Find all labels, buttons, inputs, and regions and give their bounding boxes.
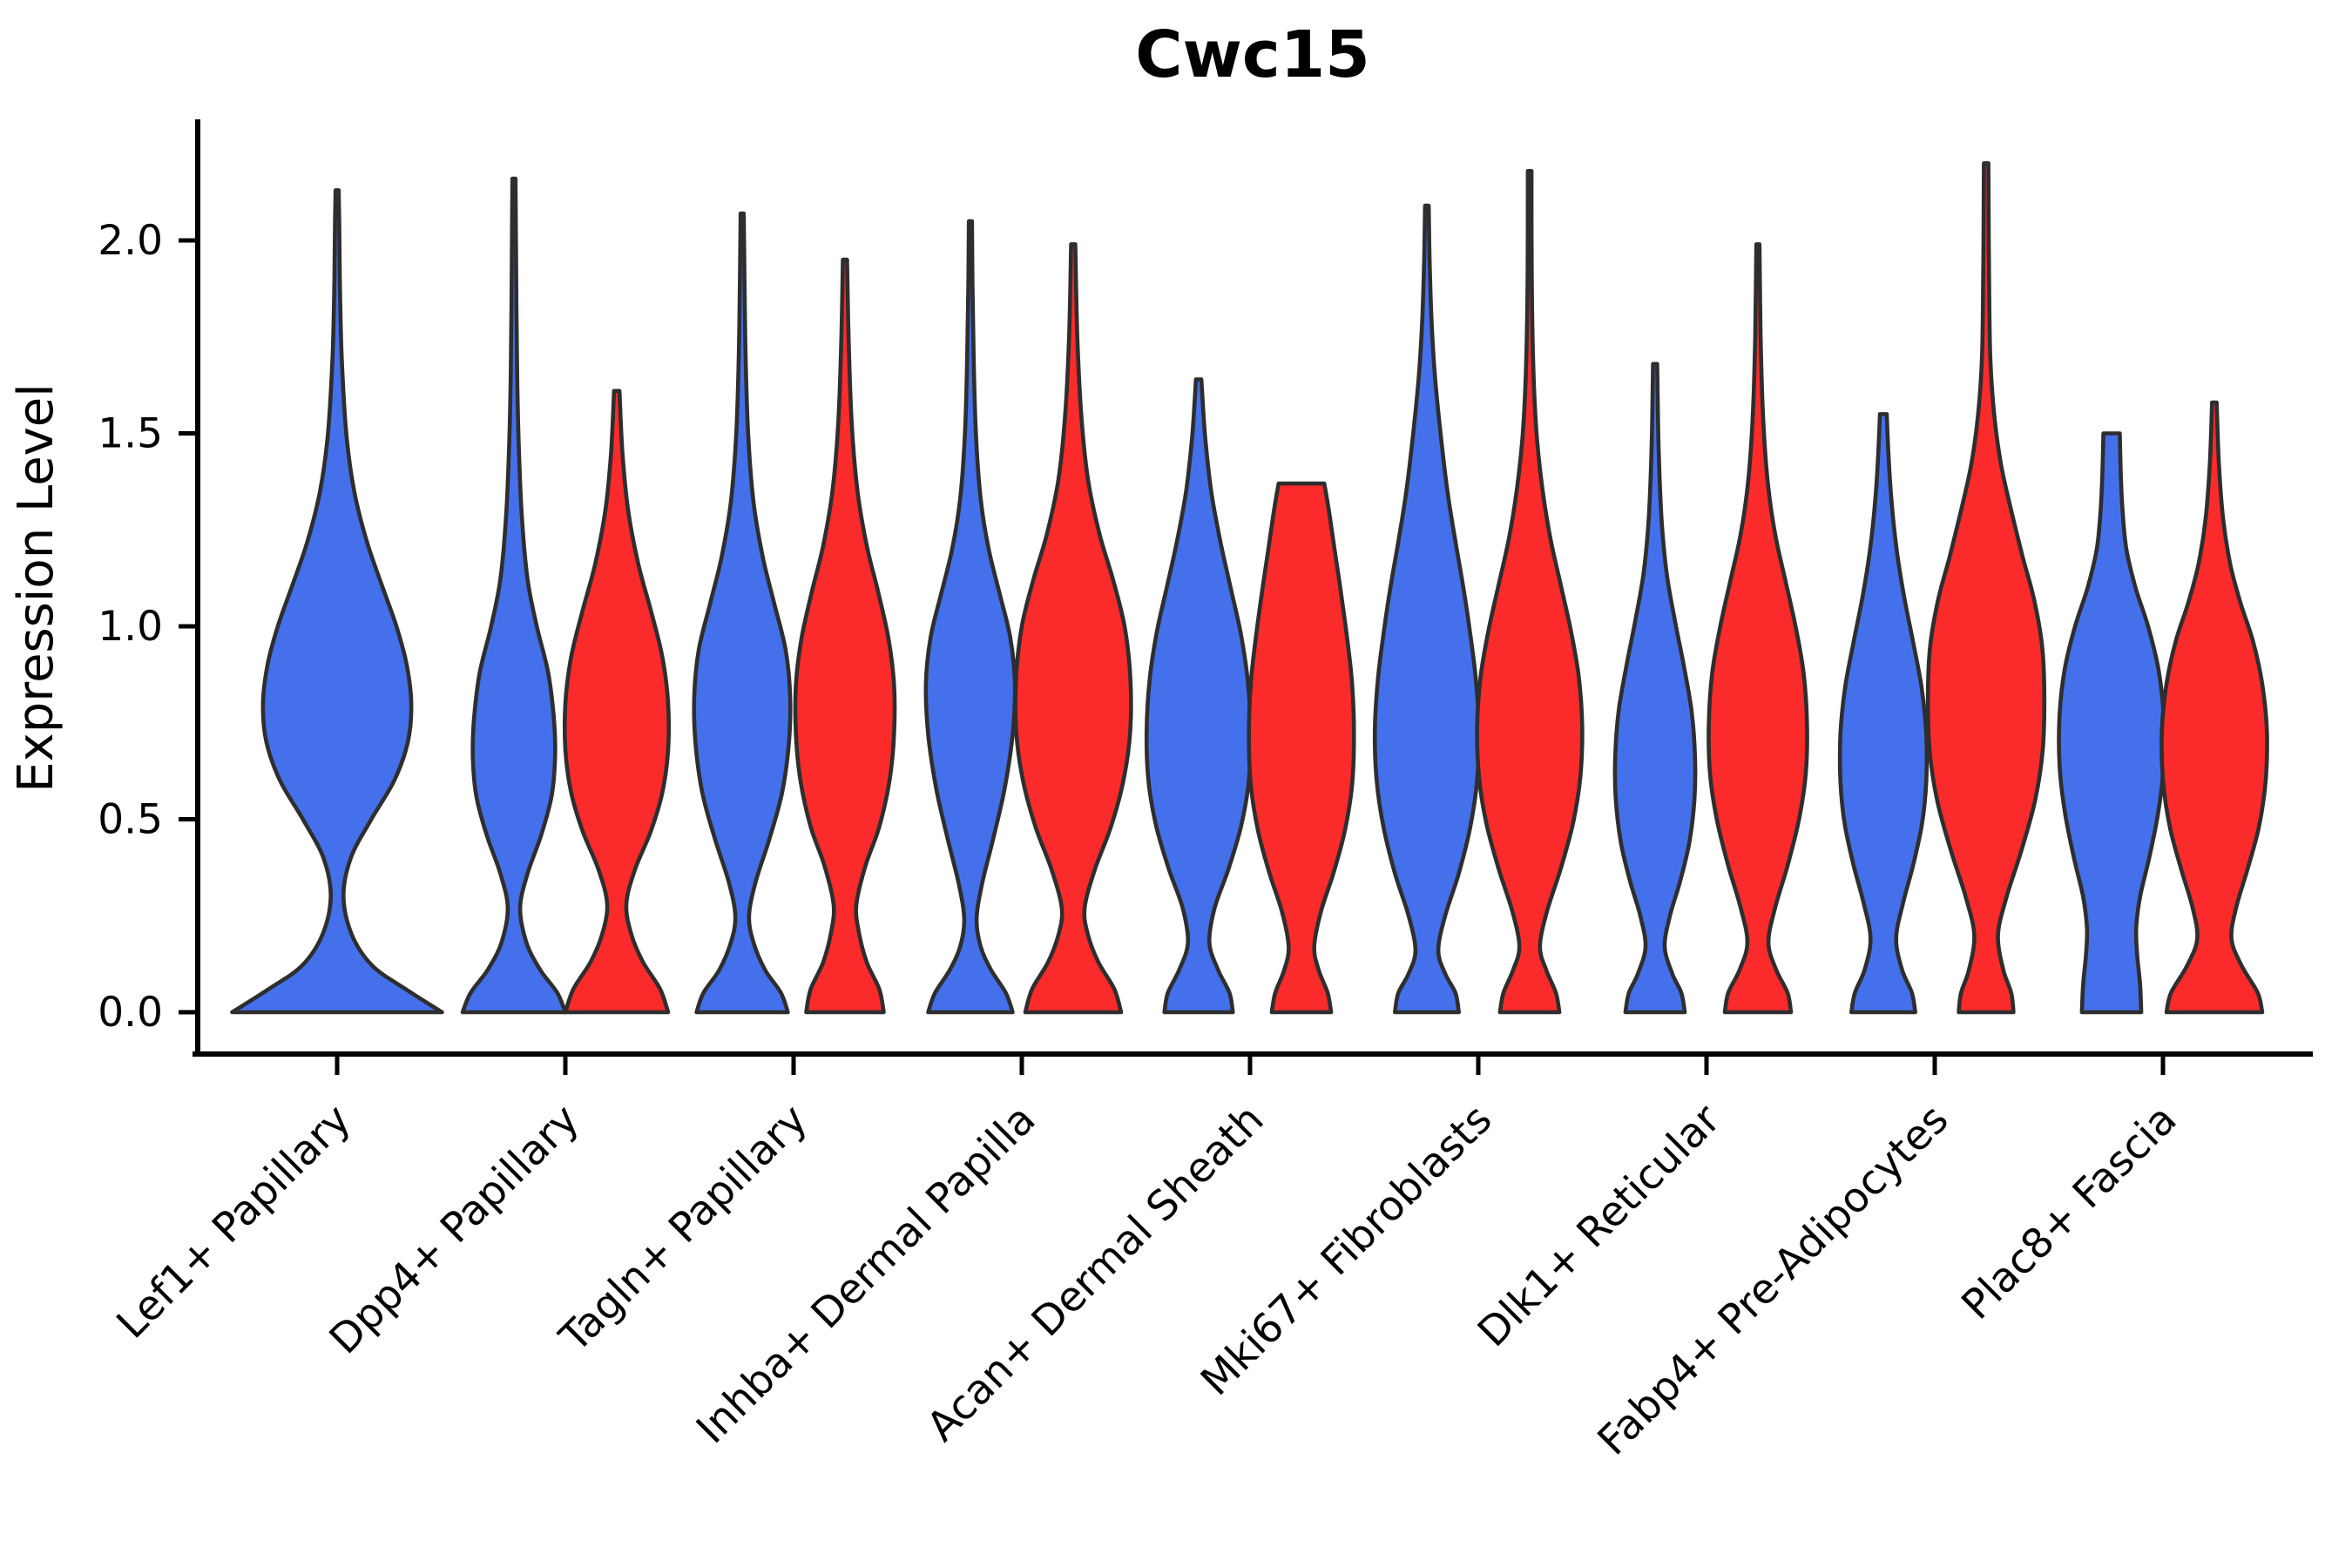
violin-dlk1-reticular-blue [1612,362,1698,1015]
violin-mki67-fibroblasts-red [1475,169,1585,1015]
violin-fabp4-pre-adipocytes-blue [1837,412,1930,1015]
x-category-label: Dlk1+ Reticular [1469,1095,1730,1356]
violin-lef1-papillary-blue [230,188,444,1015]
x-category-label: Tagln+ Papillary [551,1096,817,1362]
y-tick-label: 0.0 [98,989,163,1037]
y-tick-label: 0.5 [98,796,163,844]
violin-dpp4-papillary-red [562,389,672,1015]
violin-plac8-fascia-red [2159,400,2269,1015]
violin-tagln-papillary-red [793,257,897,1015]
y-tick-label: 1.0 [98,603,163,651]
violin-dpp4-papillary-blue [460,176,568,1015]
y-axis-label: Expression Level [8,383,64,793]
violins-layer [230,161,2269,1015]
violin-mki67-fibroblasts-blue [1372,203,1482,1015]
violin-tagln-papillary-blue [692,211,793,1015]
violin-inhba-dermal-papilla-red [1013,242,1133,1015]
violin-dlk1-reticular-red [1707,242,1809,1015]
violin-inhba-dermal-papilla-blue [923,219,1017,1015]
chart-title: Cwc15 [1135,17,1370,92]
x-category-label: Dpp4+ Papillary [321,1096,589,1364]
x-category-label: Plac8+ Fascia [1953,1096,2186,1329]
y-tick-label: 1.5 [98,410,163,458]
violin-acan-dermal-sheath-red [1247,481,1356,1015]
x-category-label: Lef1+ Papillary [108,1096,361,1348]
violin-acan-dermal-sheath-blue [1144,377,1254,1015]
violin-fabp4-pre-adipocytes-red [1925,161,2047,1015]
y-tick-label: 2.0 [98,217,163,265]
violin-plac8-fascia-blue [2057,431,2166,1015]
